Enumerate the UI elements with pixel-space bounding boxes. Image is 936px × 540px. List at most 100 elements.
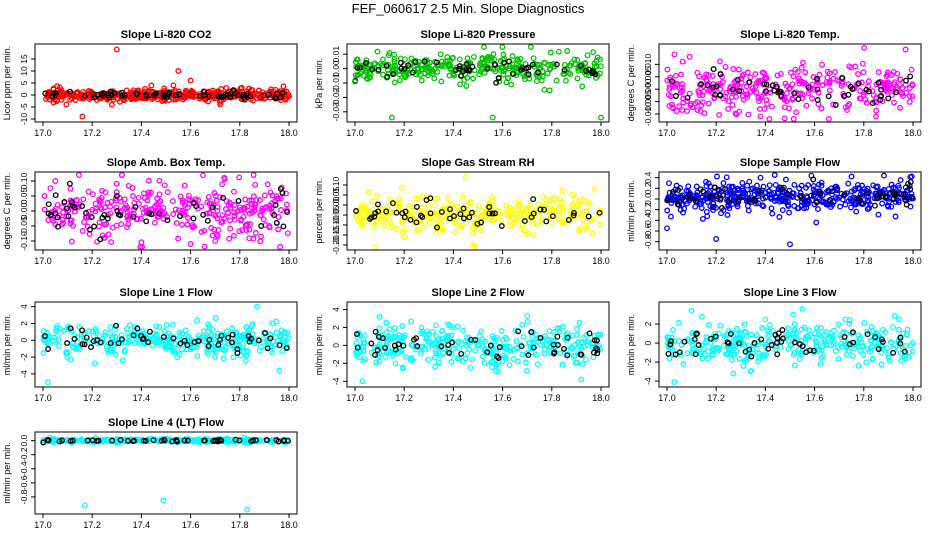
data-point: [714, 173, 720, 180]
data-point: [896, 326, 902, 333]
y-tick-label: -0.20: [331, 235, 341, 255]
data-point-black: [672, 93, 679, 99]
data-point-black: [594, 337, 600, 344]
data-point: [717, 80, 724, 87]
data-point-black: [863, 190, 870, 197]
data-point-black: [669, 78, 676, 85]
data-point: [524, 318, 531, 325]
data-point: [92, 205, 99, 212]
data-point-black: [265, 91, 272, 98]
data-point: [798, 326, 805, 333]
data-point-black: [492, 210, 499, 217]
data-point: [108, 239, 115, 246]
data-point: [194, 352, 201, 359]
x-tick-label: 18.0: [280, 520, 298, 530]
data-point-black: [220, 194, 227, 201]
plot-frame: [346, 171, 610, 251]
data-point-black: [260, 92, 267, 99]
data-point: [755, 190, 761, 197]
outlier-point: [44, 379, 51, 386]
data-point: [499, 44, 506, 50]
data-point-black: [71, 335, 78, 342]
data-point-black: [363, 60, 370, 66]
data-point-black: [458, 350, 465, 357]
panel-8: Slope Line 2 Flow ml/min per min. 17.0 17.2…: [314, 287, 610, 403]
data-point-black: [52, 89, 59, 96]
data-point: [867, 337, 874, 344]
data-point: [447, 57, 454, 64]
data-point: [118, 172, 125, 178]
x-tick-label: 17.0: [34, 393, 52, 403]
data-point-black: [839, 75, 846, 82]
data-point: [217, 101, 224, 108]
data-point: [766, 322, 773, 328]
data-point: [246, 210, 253, 217]
data-point: [897, 104, 904, 111]
x-tick-label: 17.6: [182, 256, 200, 266]
data-point: [381, 222, 388, 229]
data-point-black: [398, 65, 405, 72]
data-point: [799, 80, 806, 87]
data-point-black: [407, 216, 414, 223]
data-point-black: [94, 337, 101, 344]
data-point: [813, 343, 820, 349]
data-point: [747, 74, 754, 81]
x-tick-label: 17.6: [494, 393, 512, 403]
data-point: [522, 359, 529, 366]
data-point: [880, 186, 887, 193]
data-point: [489, 358, 496, 365]
data-point: [740, 362, 747, 369]
outlier-point: [462, 174, 469, 180]
plot-frame: [34, 171, 298, 251]
plot-frame: [34, 301, 298, 388]
data-point: [814, 79, 821, 86]
data-point-black: [498, 223, 505, 229]
panel-title: Slope Gas Stream RH: [421, 157, 534, 169]
x-tick-label: 17.8: [231, 256, 249, 266]
data-point: [181, 182, 188, 189]
data-point: [685, 183, 692, 190]
data-point: [906, 98, 913, 105]
data-point-black: [184, 342, 191, 348]
data-point-black: [541, 206, 547, 213]
data-point: [798, 202, 805, 209]
data-point-black: [64, 340, 71, 347]
data-point: [705, 322, 712, 328]
data-point: [375, 63, 382, 70]
data-point: [391, 324, 398, 331]
data-point: [148, 82, 155, 89]
data-point-black: [519, 64, 526, 71]
data-point-black: [872, 202, 878, 209]
data-point-black: [890, 349, 897, 356]
data-points: [40, 303, 292, 386]
y-tick-label: -4: [19, 370, 29, 378]
x-tick-label: 17.8: [855, 256, 873, 266]
data-point: [79, 228, 86, 234]
data-point-black: [554, 333, 561, 340]
outlier-point: [873, 113, 880, 120]
data-point: [870, 92, 877, 99]
data-point: [796, 185, 803, 192]
outlier-point: [524, 312, 531, 319]
data-point-black: [771, 87, 778, 94]
data-point-black: [83, 334, 90, 341]
data-point: [789, 194, 796, 201]
data-point: [383, 319, 390, 326]
data-point: [173, 220, 180, 227]
data-point-black: [826, 197, 833, 204]
data-point: [402, 56, 408, 63]
data-point: [566, 62, 573, 69]
data-point: [699, 355, 706, 362]
y-axis-label: Licor ppm per min.: [2, 46, 12, 121]
data-point-black: [210, 438, 217, 445]
data-point: [742, 328, 748, 335]
data-point: [664, 66, 671, 73]
data-point: [875, 69, 882, 76]
data-point-black: [216, 336, 223, 343]
data-point: [68, 238, 75, 245]
data-point-black: [727, 330, 734, 337]
data-point: [730, 342, 737, 349]
data-point: [273, 193, 280, 200]
data-point: [771, 198, 778, 204]
data-point-black: [802, 198, 809, 205]
